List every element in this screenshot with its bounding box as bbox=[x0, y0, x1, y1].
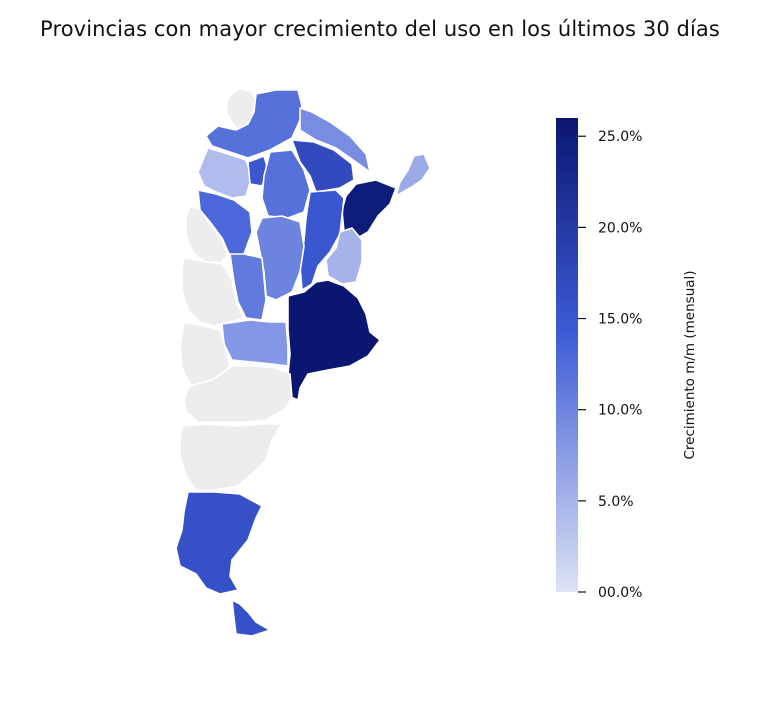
province-san-juan[interactable] bbox=[185, 205, 229, 263]
legend-title: Crecimiento m/m (mensual) bbox=[682, 270, 698, 459]
province-misiones[interactable] bbox=[395, 153, 431, 197]
legend-tick-label: 20.0% bbox=[598, 220, 642, 236]
legend-gradient-bar bbox=[556, 118, 578, 592]
province-cordoba[interactable] bbox=[255, 215, 305, 301]
province-tierra-del-fuego[interactable] bbox=[231, 599, 271, 637]
province-santiago-del-estero[interactable] bbox=[261, 149, 311, 219]
province-la-pampa[interactable] bbox=[221, 319, 289, 367]
province-buenos-aires[interactable] bbox=[287, 279, 381, 401]
legend-tick-label: 5.0% bbox=[598, 494, 634, 510]
legend-tick-label: 15.0% bbox=[598, 312, 642, 328]
legend-tick-label: 25.0% bbox=[598, 129, 642, 145]
province-chaco[interactable] bbox=[291, 139, 355, 193]
legend-tick-label: 00.0% bbox=[598, 585, 642, 601]
province-catamarca[interactable] bbox=[197, 147, 253, 199]
province-santa-fe[interactable] bbox=[299, 189, 345, 291]
province-salta[interactable] bbox=[205, 89, 303, 159]
province-rio-negro[interactable] bbox=[183, 365, 293, 423]
province-chubut[interactable] bbox=[179, 423, 283, 491]
province-santa-cruz[interactable] bbox=[175, 491, 263, 595]
legend-tick-label: 10.0% bbox=[598, 403, 642, 419]
province-san-luis[interactable] bbox=[229, 253, 267, 321]
province-mendoza[interactable] bbox=[181, 257, 245, 327]
legend-colorbar: 25.0% 20.0% 15.0% 10.0% 5.0% 00.0% Crecimient… bbox=[556, 118, 698, 601]
chart-title: Provincias con mayor crecimiento del uso… bbox=[40, 17, 720, 41]
province-entre-rios[interactable] bbox=[325, 227, 363, 285]
province-formosa[interactable] bbox=[299, 107, 371, 173]
